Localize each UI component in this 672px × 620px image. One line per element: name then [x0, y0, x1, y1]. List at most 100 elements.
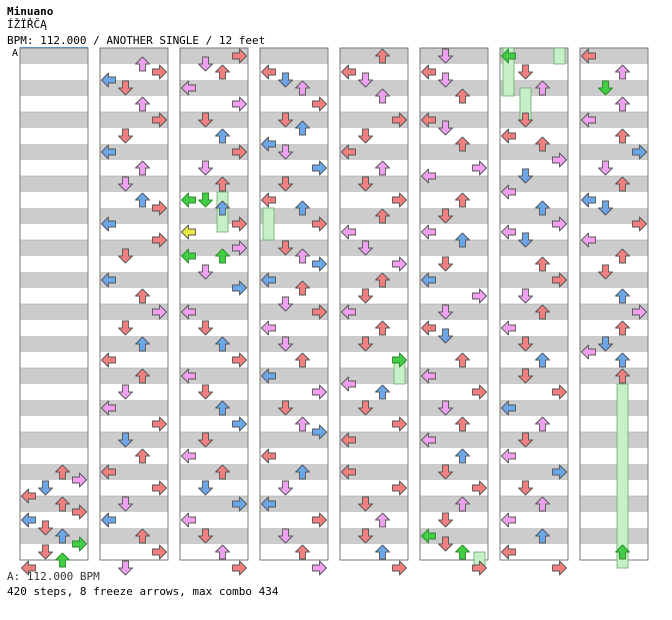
- down-arrow-icon: [438, 48, 453, 64]
- up-arrow-icon: [295, 464, 310, 480]
- up-arrow-icon: [375, 160, 390, 176]
- arrow-shape: [101, 144, 116, 160]
- up-arrow-icon: [135, 448, 150, 464]
- arrow-shape: [375, 88, 390, 104]
- arrow-shape: [581, 112, 596, 128]
- arrow-shape: [232, 216, 247, 232]
- arrow-shape: [518, 368, 533, 384]
- right-arrow-icon: [152, 544, 167, 560]
- arrow-shape: [261, 448, 276, 464]
- beat-band: [100, 496, 168, 512]
- beat-band: [100, 272, 168, 288]
- arrow-shape: [118, 80, 133, 96]
- down-arrow-icon: [38, 480, 53, 496]
- arrow-shape: [518, 336, 533, 352]
- arrow-shape: [198, 160, 213, 176]
- up-arrow-icon: [375, 320, 390, 336]
- up-arrow-icon: [215, 336, 230, 352]
- arrow-shape: [135, 160, 150, 176]
- right-arrow-icon: [632, 216, 647, 232]
- beat-band: [340, 48, 408, 64]
- arrow-shape: [261, 272, 276, 288]
- right-arrow-icon: [472, 160, 487, 176]
- up-arrow-icon: [455, 192, 470, 208]
- arrow-shape: [421, 168, 436, 184]
- arrow-shape: [118, 432, 133, 448]
- right-arrow-icon: [232, 48, 247, 64]
- right-arrow-icon: [312, 96, 327, 112]
- beat-band: [420, 528, 488, 544]
- arrow-shape: [181, 304, 196, 320]
- arrow-shape: [55, 552, 70, 568]
- arrow-shape: [552, 560, 567, 576]
- down-arrow-icon: [358, 400, 373, 416]
- arrow-shape: [215, 336, 230, 352]
- right-arrow-icon: [312, 160, 327, 176]
- beat-band: [580, 336, 648, 352]
- down-arrow-icon: [118, 80, 133, 96]
- up-arrow-icon: [215, 248, 230, 264]
- up-arrow-icon: [455, 88, 470, 104]
- beat-band: [500, 112, 568, 128]
- arrow-shape: [278, 144, 293, 160]
- beat-band: [180, 400, 248, 416]
- beat-band: [500, 496, 568, 512]
- up-arrow-icon: [295, 120, 310, 136]
- up-arrow-icon: [55, 552, 70, 568]
- arrow-shape: [135, 288, 150, 304]
- arrow-shape: [278, 240, 293, 256]
- right-arrow-icon: [232, 496, 247, 512]
- arrow-shape: [632, 304, 647, 320]
- left-arrow-icon: [341, 464, 356, 480]
- up-arrow-icon: [295, 544, 310, 560]
- right-arrow-icon: [232, 416, 247, 432]
- arrow-shape: [501, 224, 516, 240]
- up-arrow-icon: [135, 336, 150, 352]
- beat-band: [20, 368, 88, 384]
- left-arrow-icon: [101, 400, 116, 416]
- arrow-shape: [101, 512, 116, 528]
- right-arrow-icon: [152, 112, 167, 128]
- down-arrow-icon: [518, 480, 533, 496]
- right-arrow-icon: [392, 480, 407, 496]
- beat-band: [260, 240, 328, 256]
- beat-band: [20, 48, 88, 64]
- down-arrow-icon: [358, 128, 373, 144]
- arrow-shape: [232, 96, 247, 112]
- beat-band: [100, 112, 168, 128]
- beat-band: [580, 496, 648, 512]
- arrow-shape: [295, 544, 310, 560]
- arrow-shape: [552, 464, 567, 480]
- beat-band: [580, 304, 648, 320]
- down-arrow-icon: [358, 336, 373, 352]
- arrow-shape: [278, 400, 293, 416]
- up-arrow-icon: [215, 464, 230, 480]
- down-arrow-icon: [198, 432, 213, 448]
- beat-band: [180, 272, 248, 288]
- arrow-shape: [421, 368, 436, 384]
- arrow-shape: [261, 64, 276, 80]
- arrow-shape: [455, 136, 470, 152]
- arrow-shape: [118, 248, 133, 264]
- down-arrow-icon: [118, 248, 133, 264]
- beat-band: [340, 304, 408, 320]
- arrow-shape: [455, 88, 470, 104]
- down-arrow-icon: [198, 320, 213, 336]
- arrow-shape: [421, 528, 436, 544]
- arrow-shape: [278, 72, 293, 88]
- arrow-shape: [438, 48, 453, 64]
- beat-band: [500, 528, 568, 544]
- right-arrow-icon: [232, 352, 247, 368]
- right-arrow-icon: [232, 96, 247, 112]
- arrow-shape: [581, 344, 596, 360]
- arrow-shape: [278, 296, 293, 312]
- arrow-shape: [152, 232, 167, 248]
- arrow-shape: [72, 504, 87, 520]
- right-arrow-icon: [152, 416, 167, 432]
- arrow-shape: [341, 464, 356, 480]
- left-arrow-icon: [421, 168, 436, 184]
- up-arrow-icon: [615, 248, 630, 264]
- arrow-shape: [472, 160, 487, 176]
- down-arrow-icon: [438, 464, 453, 480]
- arrow-shape: [278, 336, 293, 352]
